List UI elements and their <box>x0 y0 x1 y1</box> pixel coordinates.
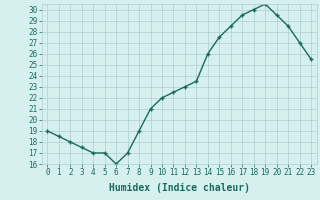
X-axis label: Humidex (Indice chaleur): Humidex (Indice chaleur) <box>109 183 250 193</box>
